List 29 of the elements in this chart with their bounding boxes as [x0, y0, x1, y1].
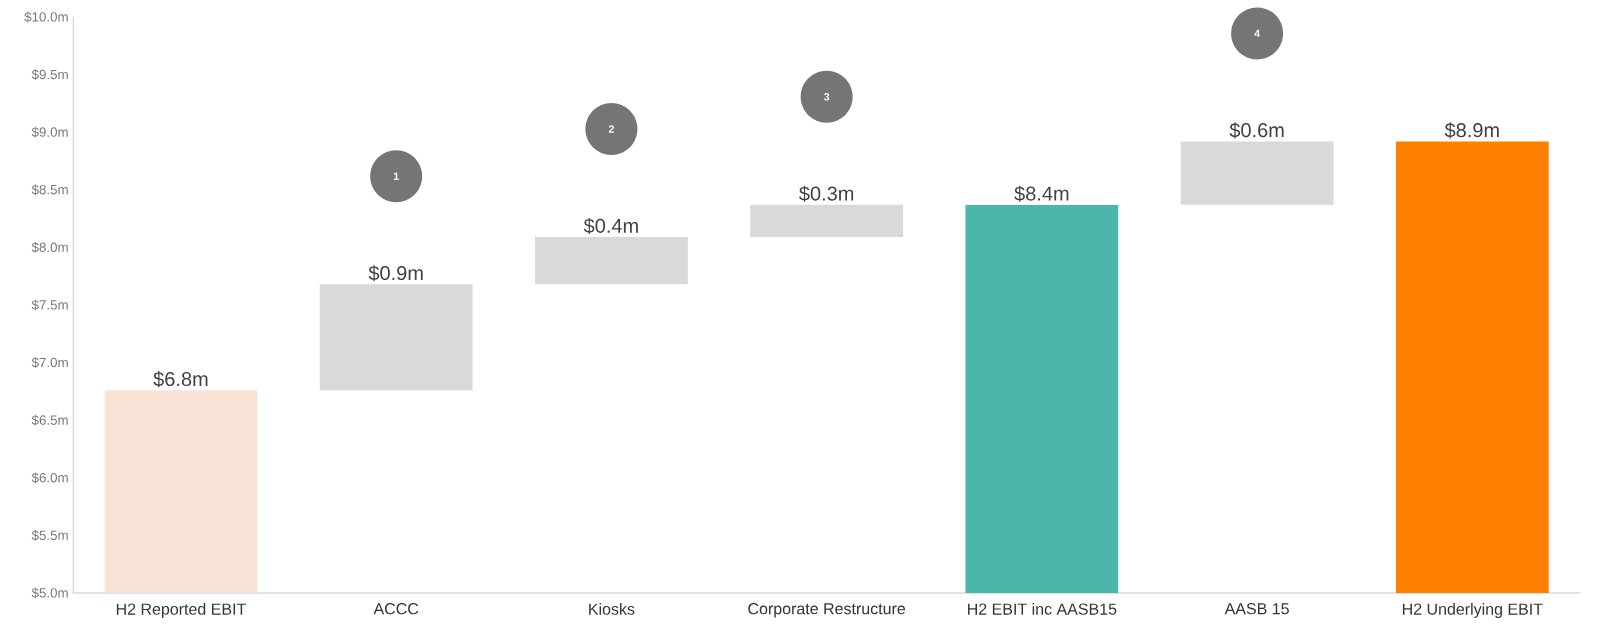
y-tick-label: $7.0m: [31, 357, 68, 368]
y-tick-label: $9.0m: [31, 126, 68, 138]
data-label: $8.4m: [1014, 185, 1069, 202]
y-tick-label: $6.0m: [31, 472, 68, 484]
annotation: 3: [823, 92, 830, 101]
data-label: $0.6m: [1229, 122, 1284, 139]
y-tick-label: $10.0m: [24, 11, 68, 23]
x-tick-label: ACCC: [373, 603, 419, 615]
x-tick-label: H2 Underlying EBIT: [1402, 603, 1543, 618]
x-tick-label: Kiosks: [589, 603, 635, 615]
data-label: $0.9m: [368, 265, 423, 282]
y-tick-label: $6.5m: [31, 414, 68, 426]
data-label: $6.8m: [153, 371, 208, 388]
data-label: $0.4m: [583, 217, 638, 235]
y-tick-label: $9.5m: [31, 69, 68, 80]
x-tick-label: H2 EBIT inc AASB15: [968, 603, 1117, 615]
y-tick-label: $5.5m: [31, 529, 68, 541]
annotation: 1: [393, 172, 399, 180]
y-tick-label: $8.0m: [31, 241, 68, 253]
annotation: 2: [608, 125, 614, 133]
x-tick-label: Corporate Restructure: [748, 603, 906, 618]
data-label: $0.3m: [799, 185, 854, 202]
y-tick-label: $5.0m: [31, 587, 68, 599]
x-tick-label: H2 Reported EBIT: [116, 603, 246, 618]
x-tick-label: AASB 15: [1224, 603, 1289, 615]
annotation: 4: [1254, 29, 1261, 38]
y-tick-label: $7.5m: [31, 299, 68, 311]
data-label: $8.9m: [1444, 122, 1499, 139]
y-tick-label: $8.5m: [31, 184, 68, 196]
